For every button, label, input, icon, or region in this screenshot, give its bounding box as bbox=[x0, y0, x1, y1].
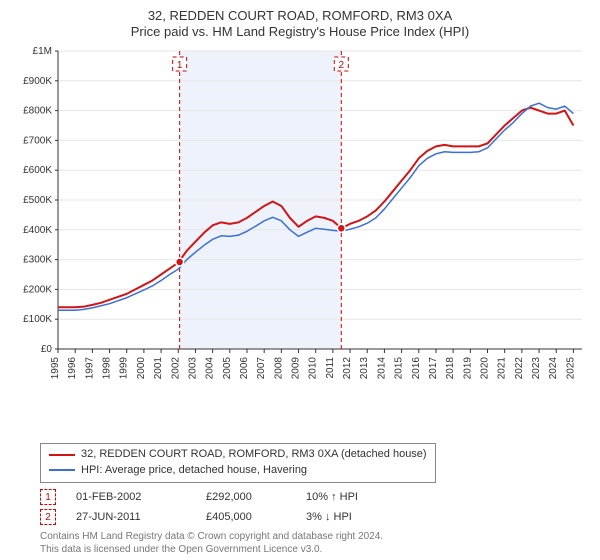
svg-text:£100K: £100K bbox=[23, 314, 52, 325]
footer: Contains HM Land Registry data © Crown c… bbox=[40, 531, 590, 556]
svg-text:2015: 2015 bbox=[394, 356, 405, 379]
legend-label: HPI: Average price, detached house, Have… bbox=[81, 463, 307, 478]
svg-text:2014: 2014 bbox=[376, 356, 387, 379]
svg-text:1999: 1999 bbox=[119, 356, 130, 379]
svg-text:1: 1 bbox=[177, 60, 183, 71]
svg-text:2023: 2023 bbox=[531, 356, 542, 379]
svg-text:2022: 2022 bbox=[514, 356, 525, 379]
legend-item: HPI: Average price, detached house, Have… bbox=[49, 463, 427, 478]
event-price: £405,000 bbox=[206, 511, 286, 523]
svg-text:2: 2 bbox=[339, 60, 345, 71]
svg-text:2000: 2000 bbox=[136, 356, 147, 379]
svg-text:1995: 1995 bbox=[50, 356, 61, 379]
svg-text:2011: 2011 bbox=[325, 356, 336, 378]
event-row: 2 27-JUN-2011 £405,000 3% ↓ HPI bbox=[40, 509, 590, 525]
svg-text:2016: 2016 bbox=[411, 356, 422, 379]
event-date: 27-JUN-2011 bbox=[76, 511, 186, 523]
svg-text:£1M: £1M bbox=[33, 47, 52, 57]
svg-text:2013: 2013 bbox=[359, 356, 370, 379]
title-sub: Price paid vs. HM Land Registry's House … bbox=[10, 24, 590, 40]
svg-text:2008: 2008 bbox=[273, 356, 284, 379]
svg-text:2005: 2005 bbox=[222, 356, 233, 379]
svg-text:2017: 2017 bbox=[428, 356, 439, 379]
svg-text:£400K: £400K bbox=[23, 224, 52, 235]
svg-text:£700K: £700K bbox=[23, 135, 52, 146]
svg-text:1998: 1998 bbox=[102, 356, 113, 379]
svg-text:2009: 2009 bbox=[291, 356, 302, 379]
svg-text:2001: 2001 bbox=[153, 356, 164, 379]
event-marker-icon: 2 bbox=[40, 509, 56, 525]
svg-text:2019: 2019 bbox=[462, 356, 473, 379]
svg-text:2018: 2018 bbox=[445, 356, 456, 379]
svg-text:2004: 2004 bbox=[205, 356, 216, 379]
svg-text:1997: 1997 bbox=[84, 356, 95, 379]
svg-text:£600K: £600K bbox=[23, 165, 52, 176]
footer-line: Contains HM Land Registry data © Crown c… bbox=[40, 531, 590, 544]
legend-label: 32, REDDEN COURT ROAD, ROMFORD, RM3 0XA … bbox=[81, 447, 427, 462]
svg-text:2006: 2006 bbox=[239, 356, 250, 379]
title-main: 32, REDDEN COURT ROAD, ROMFORD, RM3 0XA bbox=[10, 8, 590, 24]
svg-text:2024: 2024 bbox=[548, 356, 559, 379]
svg-text:£800K: £800K bbox=[23, 105, 52, 116]
chart-svg: £0 £100K £200K £300K £400K £500K £600K £700K £80… bbox=[10, 47, 590, 387]
svg-text:2020: 2020 bbox=[480, 356, 491, 379]
svg-text:£900K: £900K bbox=[23, 75, 52, 86]
events-list: 1 01-FEB-2002 £292,000 10% ↑ HPI 2 27-JU… bbox=[40, 489, 590, 529]
legend-swatch-icon bbox=[49, 454, 75, 456]
event-price: £292,000 bbox=[206, 491, 286, 503]
event-delta: 3% ↓ HPI bbox=[306, 511, 426, 523]
svg-text:£0: £0 bbox=[41, 344, 53, 355]
svg-text:1996: 1996 bbox=[67, 356, 78, 379]
svg-text:2002: 2002 bbox=[170, 356, 181, 379]
legend: 32, REDDEN COURT ROAD, ROMFORD, RM3 0XA … bbox=[40, 443, 436, 483]
svg-text:2021: 2021 bbox=[497, 356, 508, 379]
svg-text:2025: 2025 bbox=[565, 356, 576, 379]
svg-text:2003: 2003 bbox=[187, 356, 198, 379]
chart: £0 £100K £200K £300K £400K £500K £600K £700K £80… bbox=[10, 47, 590, 438]
svg-text:£200K: £200K bbox=[23, 284, 52, 295]
event-marker-icon: 1 bbox=[40, 489, 56, 505]
svg-text:£500K: £500K bbox=[23, 195, 52, 206]
event-row: 1 01-FEB-2002 £292,000 10% ↑ HPI bbox=[40, 489, 590, 505]
svg-text:2010: 2010 bbox=[308, 356, 319, 379]
footer-line: This data is licensed under the Open Gov… bbox=[40, 544, 590, 557]
svg-text:£300K: £300K bbox=[23, 254, 52, 265]
legend-item: 32, REDDEN COURT ROAD, ROMFORD, RM3 0XA … bbox=[49, 447, 427, 462]
svg-text:2012: 2012 bbox=[342, 356, 353, 379]
event-delta: 10% ↑ HPI bbox=[306, 491, 426, 503]
event-date: 01-FEB-2002 bbox=[76, 491, 186, 503]
legend-swatch-icon bbox=[49, 469, 75, 471]
svg-text:2007: 2007 bbox=[256, 356, 267, 379]
